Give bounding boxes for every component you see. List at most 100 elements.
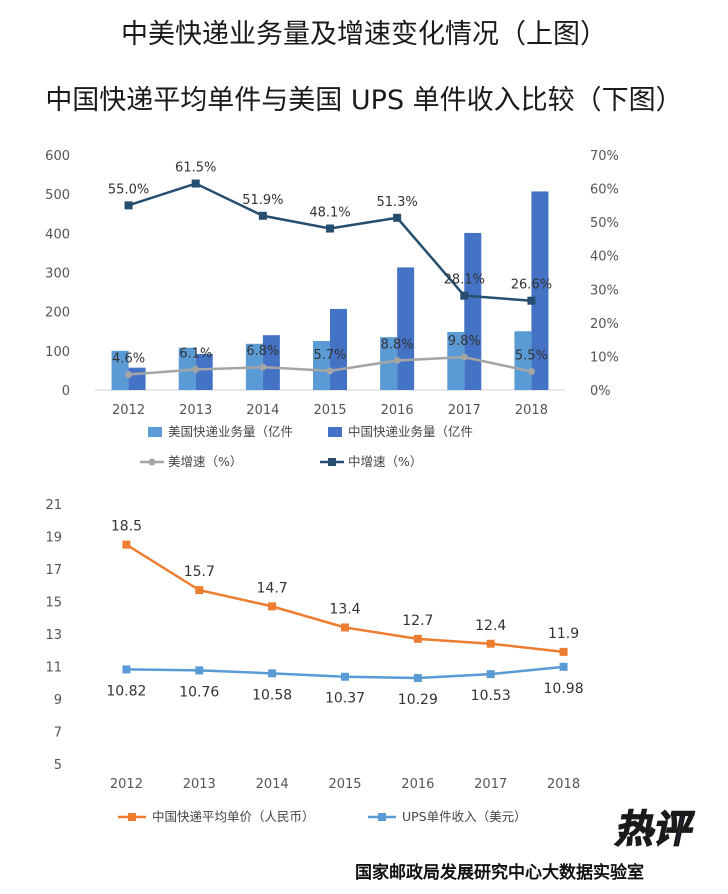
data-label: 8.8% — [381, 337, 414, 352]
x-tick-label: 2018 — [515, 403, 548, 418]
y-tick-label: 200 — [45, 306, 70, 321]
y2-tick-label: 10% — [590, 350, 619, 365]
x-tick-label: 2016 — [401, 777, 434, 792]
y-tick-label: 21 — [45, 498, 62, 513]
data-point — [413, 634, 422, 643]
data-point — [559, 647, 568, 656]
legend-swatch — [328, 427, 342, 437]
bar — [464, 232, 482, 390]
legend-marker — [128, 813, 136, 821]
data-label: 6.8% — [246, 344, 279, 359]
data-point — [122, 540, 131, 549]
bar — [313, 341, 330, 390]
data-point — [326, 367, 334, 375]
y-tick-label: 19 — [45, 531, 62, 546]
legend-swatch — [148, 427, 162, 437]
y2-tick-label: 70% — [590, 149, 619, 164]
y-tick-label: 500 — [45, 188, 70, 203]
y-tick-label: 9 — [54, 693, 62, 708]
legend-marker — [378, 813, 386, 821]
bar — [531, 191, 549, 390]
y-tick-label: 5 — [54, 758, 62, 773]
data-point — [460, 353, 468, 361]
data-label: 51.3% — [376, 195, 417, 210]
data-label: 15.7 — [184, 564, 215, 580]
legend-marker — [328, 458, 336, 466]
data-point — [191, 179, 200, 188]
x-tick-label: 2017 — [448, 403, 481, 418]
data-point — [486, 670, 495, 679]
bottom-chart-title: 中国快递平均单件与美国 UPS 单件收入比较（下图） — [45, 85, 683, 116]
y2-tick-label: 60% — [590, 183, 619, 198]
data-point — [341, 623, 349, 632]
y-tick-label: 7 — [54, 726, 62, 741]
bar — [178, 347, 196, 390]
data-label: 5.7% — [313, 348, 346, 363]
data-point — [195, 586, 204, 595]
data-point — [125, 371, 133, 379]
y2-tick-label: 50% — [590, 216, 619, 231]
y-tick-label: 13 — [45, 628, 62, 643]
data-label: 55.0% — [108, 182, 149, 197]
x-tick-label: 2013 — [179, 403, 212, 418]
bar — [262, 335, 280, 390]
legend-label: 美增速（%） — [168, 454, 242, 469]
legend-label: 美国快递业务量（亿件 — [168, 424, 293, 439]
x-tick-label: 2018 — [547, 777, 580, 792]
data-label: 10.53 — [471, 688, 511, 704]
data-label: 14.7 — [257, 580, 288, 596]
data-point — [122, 665, 131, 674]
data-point — [258, 211, 267, 220]
legend-label: 中国快递平均单价（人民币） — [152, 809, 315, 824]
data-label: 12.7 — [402, 613, 433, 629]
data-point — [413, 674, 422, 683]
data-point — [195, 666, 204, 675]
data-point — [527, 296, 536, 305]
bar — [514, 331, 532, 390]
y-tick-label: 0 — [62, 384, 70, 399]
data-label: 6.1% — [179, 347, 212, 362]
x-tick-label: 2015 — [328, 777, 361, 792]
x-tick-label: 2016 — [381, 403, 414, 418]
source-footer: 国家邮政局发展研究中心大数据实验室 — [355, 863, 644, 883]
data-label: 10.29 — [398, 692, 438, 708]
data-label: 9.8% — [448, 334, 481, 349]
data-label: 26.6% — [511, 278, 552, 293]
bar — [447, 332, 465, 390]
legend-marker — [148, 458, 156, 466]
data-label: 28.1% — [444, 273, 485, 288]
data-point — [192, 366, 200, 374]
data-point — [326, 224, 334, 233]
data-point — [341, 672, 349, 681]
data-label: 10.82 — [106, 683, 146, 699]
y-tick-label: 17 — [45, 563, 62, 578]
y2-tick-label: 20% — [590, 317, 619, 332]
data-label: 10.98 — [544, 681, 584, 697]
y-tick-label: 600 — [45, 149, 70, 164]
data-label: 61.5% — [175, 161, 216, 176]
data-label: 10.58 — [252, 687, 292, 703]
legend-label: UPS单件收入（美元） — [402, 809, 527, 824]
series-line — [125, 543, 564, 654]
logo-icon: 热评 — [598, 800, 712, 854]
data-point — [124, 201, 133, 210]
data-label: 5.5% — [515, 349, 548, 364]
y-tick-label: 100 — [45, 345, 70, 360]
data-point — [259, 363, 267, 371]
data-point — [460, 291, 469, 300]
data-point — [527, 368, 535, 376]
bar — [380, 337, 398, 390]
data-point — [559, 662, 568, 671]
data-label: 10.37 — [325, 691, 365, 707]
y-tick-label: 15 — [45, 596, 62, 611]
legend-label: 中国快递业务量（亿件 — [348, 424, 473, 439]
data-label: 18.5 — [111, 519, 142, 535]
data-label: 48.1% — [309, 206, 350, 221]
x-tick-label: 2015 — [313, 403, 346, 418]
data-label: 13.4 — [329, 602, 360, 618]
y-tick-label: 400 — [45, 227, 70, 242]
x-tick-label: 2012 — [110, 777, 143, 792]
data-label: 11.9 — [548, 626, 579, 642]
y2-tick-label: 0% — [590, 384, 611, 399]
